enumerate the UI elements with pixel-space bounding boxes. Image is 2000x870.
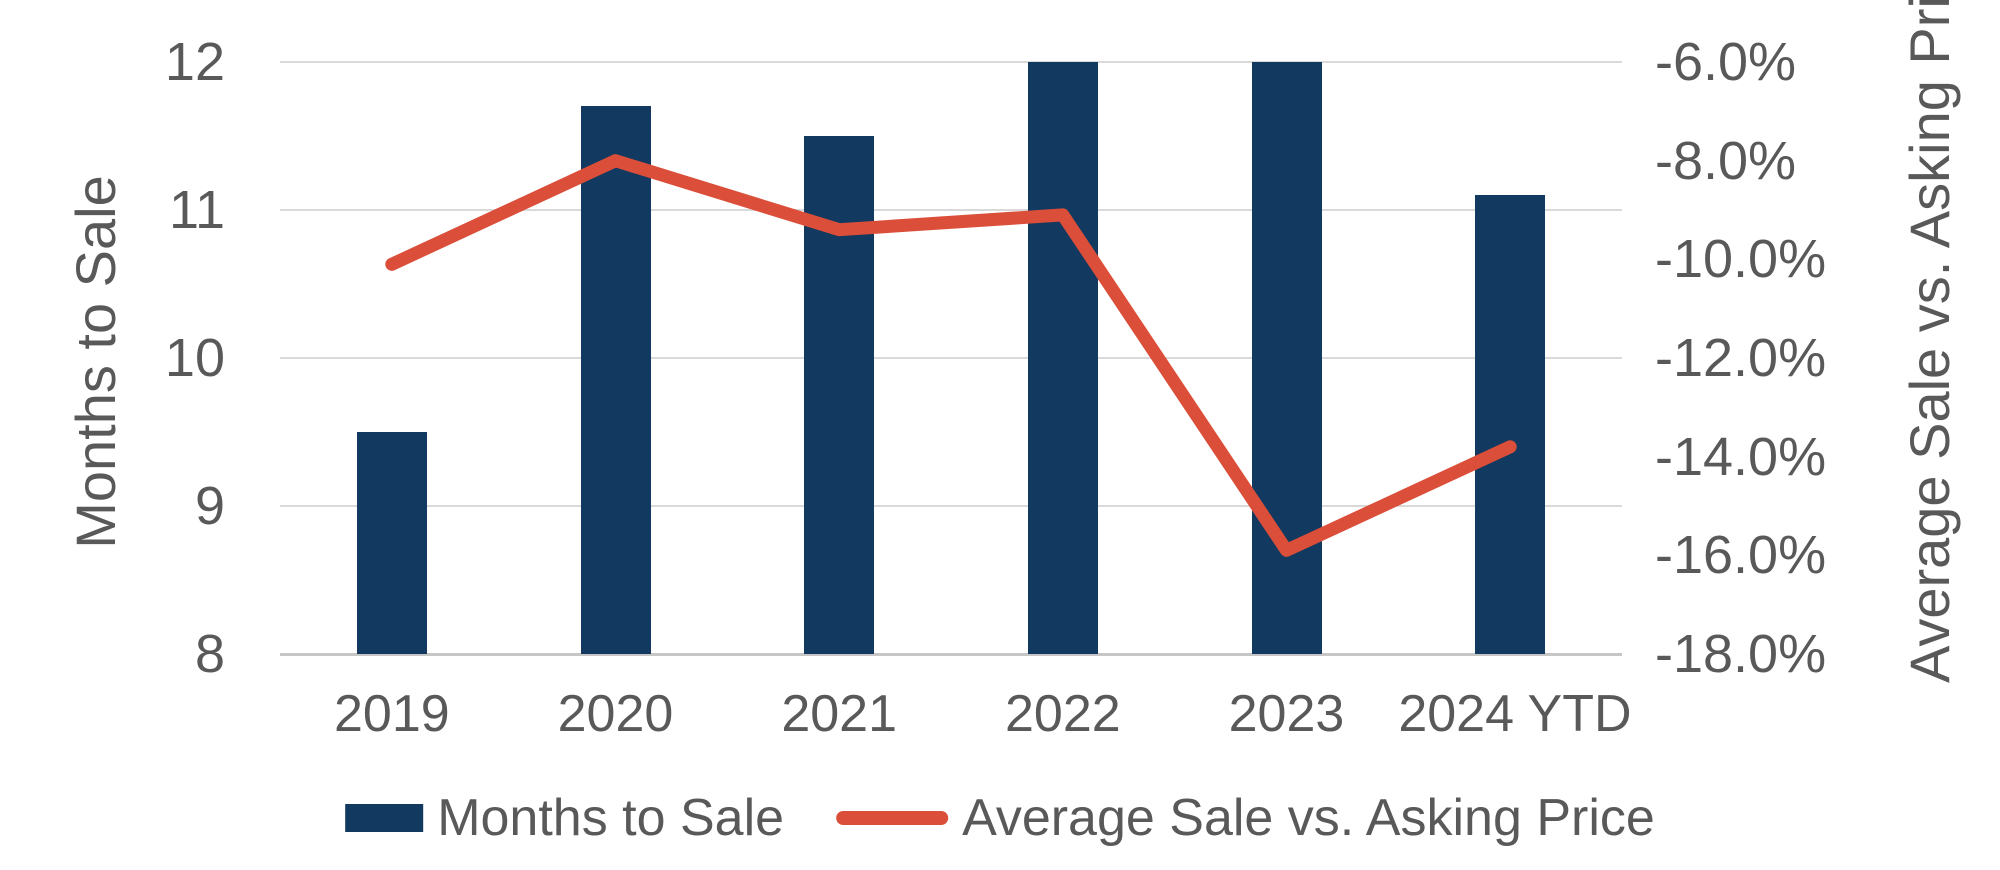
left-axis-tick-11: 11: [168, 180, 225, 240]
trend-line: [385, 154, 1517, 557]
gridline: [280, 61, 1622, 63]
legend: Months to Sale Average Sale vs. Asking P…: [345, 790, 1655, 846]
line-swatch-icon: [836, 811, 949, 825]
left-axis-tick-12: 12: [164, 32, 225, 92]
bar-swatch-icon: [345, 804, 424, 832]
bar-2022: [1027, 62, 1098, 654]
bar-2019: [356, 432, 427, 654]
right-axis-title: Average Sale vs. Asking Price: [1898, 0, 1961, 684]
legend-label: Average Sale vs. Asking Price: [962, 789, 1655, 847]
x-axis-label-2024-ytd: 2024 YTD: [1398, 685, 1632, 743]
right-axis-tick--18.0pct: -18.0%: [1655, 624, 1827, 684]
x-axis-label-2021: 2021: [781, 685, 897, 743]
right-axis-tick--14.0pct: -14.0%: [1655, 426, 1827, 487]
left-axis-tick-8: 8: [194, 624, 225, 684]
right-axis-tick--6.0pct: -6.0%: [1655, 32, 1797, 92]
right-axis-tick--8.0pct: -8.0%: [1655, 130, 1797, 191]
legend-item-average-sale-vs-asking-price: Average Sale vs. Asking Price: [836, 790, 1655, 846]
bar-2020: [580, 106, 651, 654]
x-axis-label-2022: 2022: [1004, 685, 1121, 743]
x-axis-label-2020: 2020: [557, 685, 674, 743]
left-axis-tick-9: 9: [194, 476, 225, 536]
legend-item-months-to-sale: Months to Sale: [345, 790, 784, 846]
x-axis-label-2023: 2023: [1228, 685, 1345, 743]
x-axis-label-2019: 2019: [333, 685, 450, 743]
left-axis-tick-10: 10: [164, 328, 225, 388]
gridline: [280, 357, 1622, 359]
gridline: [280, 209, 1622, 211]
left-axis-title: Months to Sale: [64, 175, 127, 549]
legend-label: Months to Sale: [437, 789, 785, 847]
x-axis-line: [280, 653, 1622, 656]
right-axis-tick--10.0pct: -10.0%: [1655, 229, 1827, 290]
right-axis-tick--16.0pct: -16.0%: [1655, 525, 1827, 586]
gridline: [280, 505, 1622, 507]
bar-2024-ytd: [1475, 195, 1546, 654]
right-axis-tick--12.0pct: -12.0%: [1655, 328, 1827, 388]
